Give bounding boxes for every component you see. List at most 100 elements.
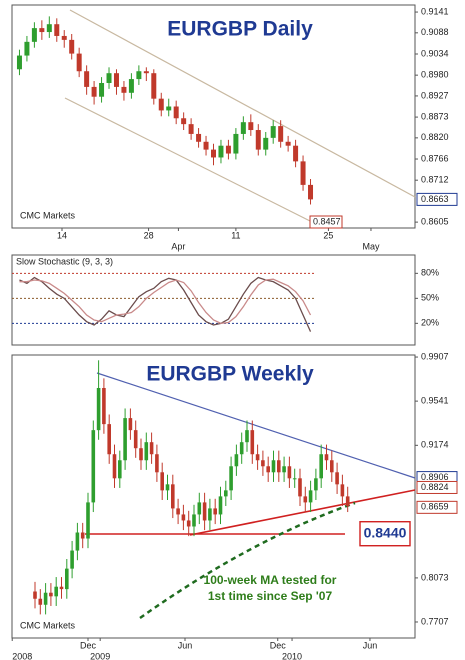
candle-body <box>250 430 255 455</box>
candle-body <box>335 472 339 485</box>
candle-body <box>149 442 154 455</box>
channel-label-box <box>309 215 343 229</box>
source-label: CMC Markets <box>20 210 76 220</box>
candle-body <box>186 520 191 527</box>
y-tick-label: 50% <box>421 293 439 303</box>
candle-body <box>218 496 223 515</box>
candle-body <box>160 472 164 491</box>
candle-body <box>144 442 149 461</box>
candle-body <box>233 133 239 154</box>
candle-body <box>271 460 276 473</box>
x-tick-label: 2008 <box>12 651 32 660</box>
x-tick-label: 2010 <box>282 651 302 660</box>
candle-body <box>211 149 216 158</box>
candle-body <box>31 28 37 42</box>
x-tick-label: Jun <box>363 640 378 650</box>
y-tick-label: 0.8820 <box>421 132 449 142</box>
candle-body <box>248 122 254 131</box>
moving-average <box>139 501 356 620</box>
candle-body <box>225 145 231 154</box>
candle-body <box>202 502 207 521</box>
support-line <box>189 489 416 536</box>
candle-body <box>181 118 187 125</box>
candle-body <box>16 55 22 70</box>
candle-body <box>266 466 270 473</box>
candle-body <box>276 460 281 473</box>
candle-body <box>24 41 30 56</box>
candle-body <box>91 86 97 97</box>
candle-body <box>43 592 48 605</box>
candle-body <box>255 454 260 461</box>
candle-body <box>218 145 224 158</box>
price-label: 0.8659 <box>421 502 449 512</box>
y-tick-label: 0.8605 <box>421 216 449 226</box>
candle-body <box>324 454 329 461</box>
x-tick-label: 25 <box>323 230 333 240</box>
candle-body <box>86 502 90 539</box>
candle-body <box>319 454 323 479</box>
weekly-frame <box>11 354 416 639</box>
candle-body <box>49 592 53 597</box>
candle-body <box>188 124 194 134</box>
y-tick-label: 0.8873 <box>421 111 449 121</box>
candle-body <box>165 484 170 491</box>
stochastic-line <box>19 276 312 332</box>
candle-body <box>128 79 134 93</box>
candle-body <box>340 484 345 497</box>
candle-body <box>303 496 308 503</box>
candle-body <box>270 126 276 138</box>
chart-title: Slow Stochastic (9, 3, 3) <box>16 256 113 266</box>
x-tick-label: Dec <box>270 640 287 650</box>
candle-body <box>133 430 138 449</box>
y-tick-label: 0.8712 <box>421 175 449 185</box>
price-label-box <box>416 480 458 494</box>
candle-body <box>39 28 45 33</box>
y-tick-label: 0.9034 <box>421 48 449 58</box>
candle-body <box>113 73 119 87</box>
candle-body <box>329 460 334 473</box>
price-label: 0.8663 <box>421 194 449 204</box>
y-tick-label: 0.8073 <box>421 572 449 582</box>
x-tick-label: Jun <box>178 640 193 650</box>
x-tick-label: 11 <box>231 230 240 240</box>
candle-body <box>107 424 111 455</box>
candle-body <box>240 122 246 134</box>
candle-body <box>121 86 127 93</box>
y-tick-label: 80% <box>421 268 439 278</box>
candle-body <box>166 106 172 111</box>
candle-body <box>285 141 291 146</box>
candle-body <box>38 598 43 605</box>
candle-body <box>155 454 159 473</box>
x-tick-label: Dec <box>80 640 97 650</box>
candle-body <box>261 460 265 467</box>
candle-body <box>46 24 52 33</box>
channel-label: 0.8457 <box>313 216 341 226</box>
y-tick-label: 0.9088 <box>421 27 449 37</box>
y-tick-label: 0.8980 <box>421 70 449 80</box>
candle-body <box>61 35 67 40</box>
source-label: CMC Markets <box>20 620 76 630</box>
candle-body <box>117 460 122 479</box>
candle-body <box>112 454 117 479</box>
candle-body <box>102 387 106 425</box>
candle-body <box>96 387 101 431</box>
x-tick-label: May <box>362 241 380 251</box>
candle-body <box>170 484 175 509</box>
candle-body <box>245 430 249 443</box>
y-tick-label: 0.9174 <box>421 440 449 450</box>
candle-body <box>65 568 69 590</box>
candle-body <box>239 442 244 455</box>
candle-body <box>208 508 212 521</box>
candle-body <box>106 73 112 83</box>
candle-body <box>203 141 209 150</box>
stochastic-frame <box>11 254 416 346</box>
candle-body <box>99 82 105 97</box>
candle-body <box>76 53 82 72</box>
y-tick-label: 0.7707 <box>421 616 449 626</box>
candle-body <box>54 24 60 36</box>
price-label-box <box>416 500 458 514</box>
candle-body <box>308 490 313 503</box>
candle-body <box>196 133 202 142</box>
y-tick-label: 0.9541 <box>421 395 449 405</box>
